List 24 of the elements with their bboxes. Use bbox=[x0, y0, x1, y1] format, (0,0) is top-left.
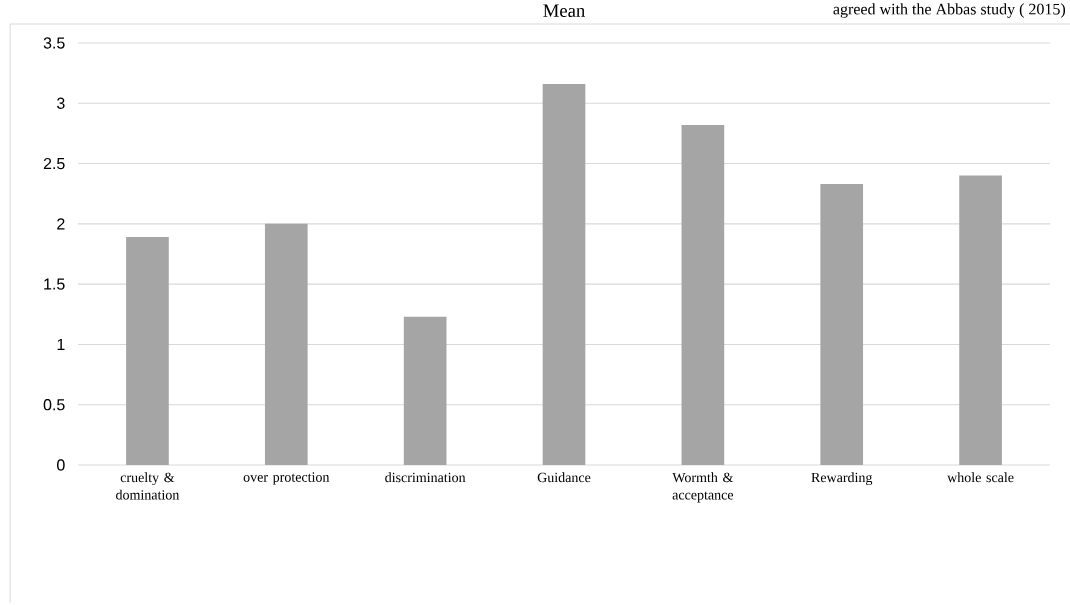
y-tick-label: 3.5 bbox=[43, 37, 65, 49]
bar bbox=[959, 175, 1002, 465]
y-tick-label: 0.5 bbox=[43, 399, 65, 411]
bar bbox=[542, 83, 586, 465]
bar bbox=[264, 223, 308, 465]
bar bbox=[403, 316, 447, 465]
y-tick-label: 0 bbox=[57, 459, 65, 471]
bar bbox=[681, 124, 725, 465]
x-tick-label: whole scale bbox=[947, 472, 1014, 483]
x-tick-label: Guidance bbox=[537, 472, 591, 483]
x-tick-label: Wormth & acceptance bbox=[672, 472, 734, 503]
bar bbox=[126, 237, 169, 465]
y-tick-label: 1.5 bbox=[44, 278, 65, 290]
bar bbox=[820, 184, 864, 465]
x-tick-label: cruelty & domination bbox=[116, 472, 180, 500]
x-tick-label: discrimination bbox=[385, 472, 466, 483]
chart-title: Mean bbox=[543, 4, 585, 17]
x-tick-label: Rewarding bbox=[811, 472, 873, 486]
x-tick-label: over protection bbox=[243, 472, 330, 485]
y-tick-label: 1 bbox=[57, 338, 65, 350]
y-tick-label: 2.5 bbox=[43, 157, 65, 170]
y-tick-label: 2 bbox=[57, 218, 65, 230]
text: agreed with the Abbas study ( 2015) bbox=[833, 3, 1066, 18]
y-tick-label: 3 bbox=[57, 97, 65, 109]
